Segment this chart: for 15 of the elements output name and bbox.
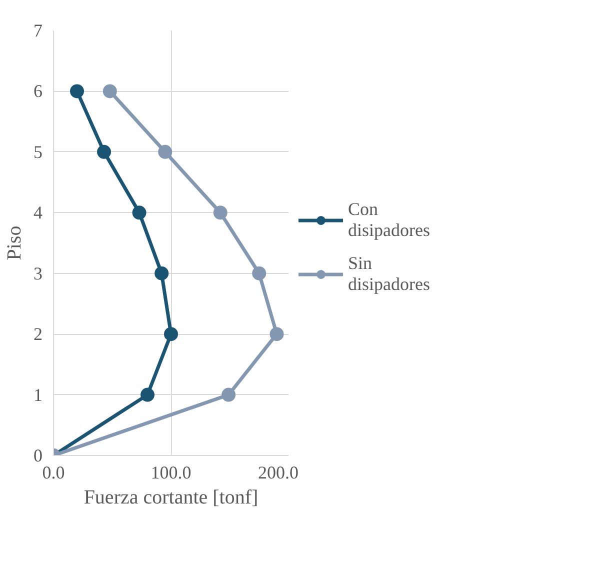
y-tick-label: 3 [34, 263, 42, 284]
y-axis-title: Piso [4, 226, 26, 260]
y-tick-label: 0 [34, 446, 42, 466]
y-tick-label: 5 [34, 142, 42, 162]
y-tick-label: 7 [34, 20, 42, 40]
x-tick-label: 100.0 [150, 462, 192, 482]
x-axis-title: Fuerza cortante [tonf] [84, 486, 258, 508]
x-tick-label: 200.0 [258, 462, 298, 482]
y-tick-label: 1 [34, 384, 42, 405]
y-tick-label: 6 [34, 81, 42, 102]
y-tick-label: 2 [34, 324, 42, 344]
legend-label: Con disipadores [348, 199, 430, 241]
y-tick-label: 4 [34, 202, 42, 223]
x-tick-label: 0.0 [42, 462, 65, 482]
legend-label: Sin disipadores [348, 253, 430, 295]
